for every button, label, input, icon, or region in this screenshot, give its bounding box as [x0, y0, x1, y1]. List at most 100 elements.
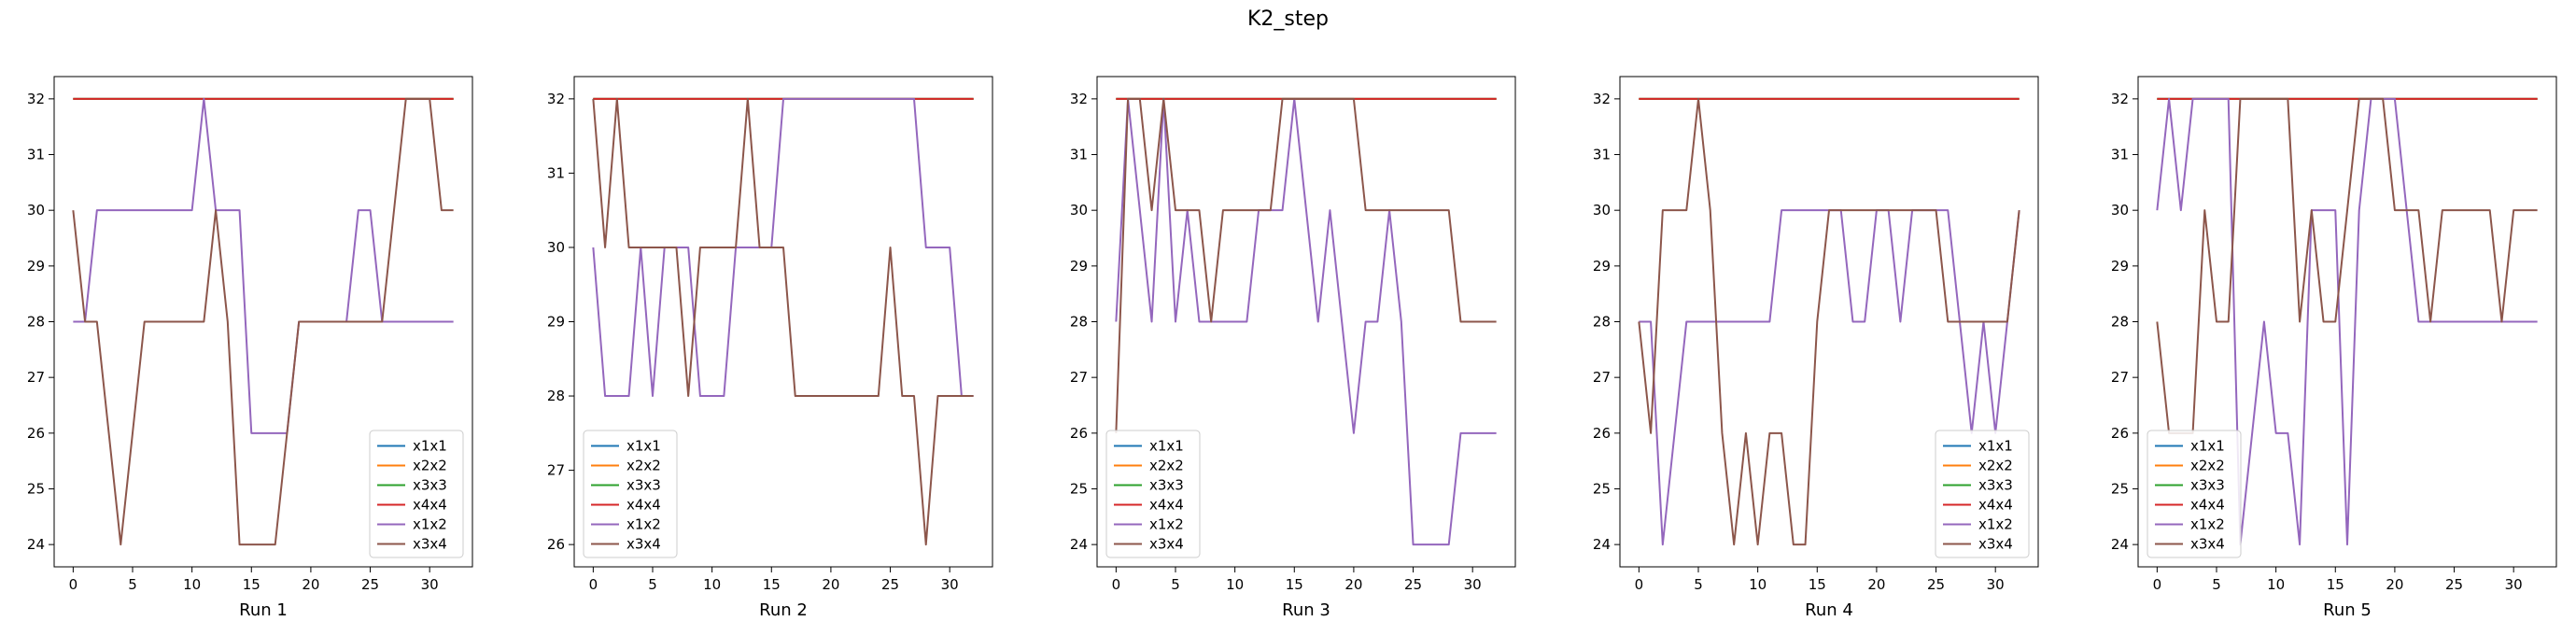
x-tick-label: 0 — [589, 576, 598, 593]
x-tick-label: 10 — [1226, 576, 1244, 593]
figure-title: K2_step — [1247, 7, 1329, 31]
x-tick-label: 20 — [1867, 576, 1885, 593]
x-tick-label: 25 — [361, 576, 379, 593]
x-tick-label: 20 — [1344, 576, 1362, 593]
y-tick-label: 24 — [1593, 536, 1611, 553]
y-tick-label: 32 — [1070, 91, 1088, 107]
y-tick-label: 27 — [1593, 369, 1611, 386]
legend-label-x1x1: x1x1 — [1149, 438, 1184, 455]
legend-label-x3x4: x3x4 — [2190, 536, 2225, 553]
legend-label-x1x1: x1x1 — [1978, 438, 2013, 455]
legend-label-x1x2: x1x2 — [1149, 516, 1184, 533]
legend-label-x3x3: x3x3 — [626, 477, 661, 494]
legend-box — [1105, 430, 1201, 558]
x-tick-label: 5 — [1171, 576, 1180, 593]
y-tick-label: 31 — [1593, 147, 1611, 163]
y-tick-label: 32 — [27, 91, 45, 107]
x-axis-label: Run 4 — [1805, 600, 1853, 620]
y-tick-label: 28 — [1593, 314, 1611, 331]
x-tick-label: 20 — [302, 576, 319, 593]
x-tick-label: 15 — [243, 576, 260, 593]
x-tick-label: 5 — [1694, 576, 1703, 593]
y-tick-label: 30 — [1070, 202, 1088, 219]
y-tick-label: 27 — [2111, 369, 2129, 386]
x-tick-label: 0 — [2153, 576, 2162, 593]
y-tick-label: 29 — [27, 258, 45, 275]
x-tick-label: 15 — [1809, 576, 1826, 593]
legend-label-x3x3: x3x3 — [413, 477, 447, 494]
y-tick-label: 25 — [27, 480, 45, 497]
y-tick-label: 30 — [1593, 202, 1611, 219]
legend-label-x1x2: x1x2 — [2190, 516, 2225, 533]
series-line-x3x4 — [1638, 97, 2020, 546]
legend-label-x3x4: x3x4 — [626, 536, 661, 553]
y-tick-label: 27 — [27, 369, 45, 386]
legend: x1x1 x2x2 x3x3 x4x4 x1x2 x3x4 — [2147, 430, 2242, 558]
y-tick-label: 28 — [2111, 314, 2129, 331]
x-tick-label: 20 — [2386, 576, 2403, 593]
y-tick-label: 25 — [1593, 480, 1611, 497]
legend-label-x3x3: x3x3 — [1149, 477, 1184, 494]
y-tick-label: 30 — [2111, 202, 2129, 219]
series-line-x3x4 — [592, 97, 974, 546]
x-tick-label: 10 — [2267, 576, 2285, 593]
x-tick-label: 0 — [1112, 576, 1121, 593]
y-tick-label: 24 — [2111, 536, 2129, 553]
y-tick-label: 32 — [547, 91, 565, 107]
x-axis-label: Run 1 — [239, 600, 288, 620]
x-tick-label: 5 — [2212, 576, 2221, 593]
y-tick-label: 27 — [547, 462, 565, 479]
legend-label-x3x4: x3x4 — [413, 536, 447, 553]
y-tick-label: 30 — [547, 239, 565, 256]
x-axis-label: Run 3 — [1282, 600, 1330, 620]
x-axis-label: Run 2 — [759, 600, 808, 620]
y-tick-label: 25 — [1070, 480, 1088, 497]
x-tick-label: 25 — [1927, 576, 1945, 593]
legend: x1x1 x2x2 x3x3 x4x4 x1x2 x3x4 — [1105, 430, 1201, 558]
y-tick-label: 29 — [1593, 258, 1611, 275]
x-tick-label: 10 — [1749, 576, 1767, 593]
x-tick-label: 0 — [1635, 576, 1644, 593]
y-tick-label: 27 — [1070, 369, 1088, 386]
y-tick-label: 32 — [1593, 91, 1611, 107]
series-line-x3x4 — [1115, 97, 1497, 433]
legend-box — [583, 430, 678, 558]
y-tick-label: 26 — [2111, 425, 2129, 442]
y-tick-label: 31 — [2111, 147, 2129, 163]
y-tick-label: 28 — [547, 388, 565, 404]
series-line-x3x4 — [2156, 97, 2538, 434]
legend-label-x4x4: x4x4 — [413, 497, 447, 514]
y-tick-label: 31 — [1070, 147, 1088, 163]
legend-label-x2x2: x2x2 — [626, 458, 661, 474]
y-tick-label: 24 — [1070, 536, 1088, 553]
legend-label-x4x4: x4x4 — [1149, 497, 1184, 514]
series-line-x1x2 — [1115, 97, 1497, 546]
x-tick-label: 15 — [1286, 576, 1303, 593]
legend-label-x2x2: x2x2 — [1149, 458, 1184, 474]
y-tick-label: 26 — [1593, 425, 1611, 442]
x-tick-label: 5 — [648, 576, 657, 593]
legend-label-x3x4: x3x4 — [1149, 536, 1184, 553]
x-tick-label: 25 — [2445, 576, 2463, 593]
series-line-x3x4 — [72, 97, 454, 546]
x-tick-label: 5 — [128, 576, 137, 593]
legend-box — [2147, 430, 2242, 558]
x-tick-label: 20 — [822, 576, 839, 593]
y-tick-label: 28 — [1070, 314, 1088, 331]
legend-label-x1x2: x1x2 — [413, 516, 447, 533]
x-tick-label: 30 — [1464, 576, 1482, 593]
x-tick-label: 30 — [421, 576, 439, 593]
x-tick-label: 30 — [1987, 576, 2005, 593]
legend-box — [369, 430, 464, 558]
y-tick-label: 29 — [547, 314, 565, 331]
y-tick-label: 31 — [27, 147, 45, 163]
x-tick-label: 30 — [2505, 576, 2523, 593]
legend-label-x4x4: x4x4 — [626, 497, 661, 514]
y-tick-label: 32 — [2111, 91, 2129, 107]
